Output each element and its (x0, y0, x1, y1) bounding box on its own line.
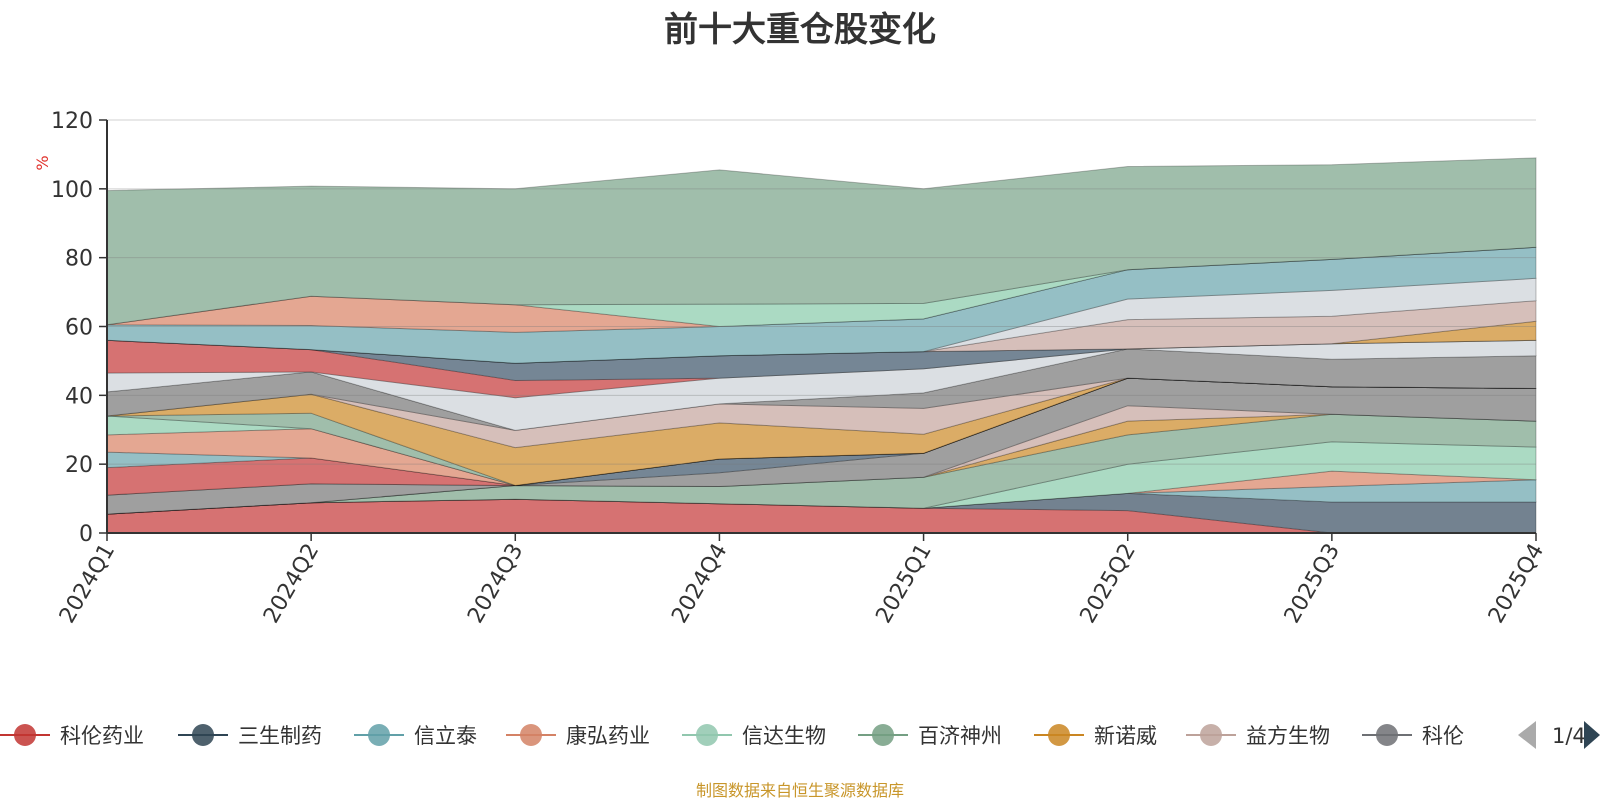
x-tick-label: 2025Q2 (1076, 540, 1141, 628)
x-tick-label: 2025Q3 (1280, 540, 1345, 628)
y-axis-unit-label: % (33, 155, 52, 170)
legend-marker (192, 724, 214, 746)
legend-label: 三生制药 (238, 724, 322, 748)
legend-label: 康弘药业 (566, 724, 650, 748)
legend-label: 百济神州 (918, 724, 1002, 748)
x-tick-label: 2024Q2 (259, 540, 324, 628)
area-series-17 (106, 348, 1537, 431)
legend-marker (696, 724, 718, 746)
legend-label: 信立泰 (414, 724, 477, 748)
y-tick-label: 0 (79, 522, 93, 547)
y-tick-label: 60 (65, 316, 93, 341)
legend-item[interactable]: 信达生物 (682, 724, 826, 748)
legend: 科伦药业 三生制药 信立泰 康弘药业 信达生物 百济神州 新诺威 益方生物 科伦 1/4 (0, 721, 1600, 749)
area-series-1 (106, 492, 1537, 534)
x-tick-label: 2024Q4 (667, 540, 732, 628)
y-tick-label: 80 (65, 247, 93, 272)
legend-marker (368, 724, 390, 746)
legend-marker (872, 724, 894, 746)
area-series-5 (106, 413, 1537, 515)
y-tick-label: 40 (65, 384, 93, 409)
legend-item[interactable]: 科伦药业 (0, 724, 144, 748)
x-tick-label: 2025Q1 (871, 540, 936, 628)
legend-label: 科伦 (1422, 724, 1464, 748)
legend-marker (1200, 724, 1222, 746)
legend-item[interactable]: 三生制药 (178, 724, 322, 748)
legend-item[interactable]: 益方生物 (1186, 724, 1330, 748)
legend-marker (1048, 724, 1070, 746)
area-series-group (106, 157, 1537, 534)
x-tick-label: 2024Q1 (55, 540, 120, 628)
legend-prev-arrow-icon[interactable] (1518, 721, 1536, 749)
legend-marker (520, 724, 542, 746)
y-tick-label: 120 (51, 109, 93, 134)
area-series-2 (106, 479, 1537, 515)
legend-item[interactable]: 康弘药业 (506, 724, 650, 748)
legend-label: 信达生物 (742, 724, 826, 748)
legend-next-arrow-icon[interactable] (1584, 721, 1600, 749)
legend-item[interactable]: 科伦 (1362, 724, 1464, 748)
area-series-27 (106, 157, 1537, 326)
x-tick-label: 2024Q3 (463, 540, 528, 628)
area-series-4 (106, 441, 1537, 515)
legend-item[interactable]: 信立泰 (354, 724, 477, 748)
y-tick-label: 20 (65, 453, 93, 478)
source-note: 制图数据来自恒生聚源数据库 (695, 781, 904, 800)
x-tick-label: 2025Q4 (1484, 540, 1549, 628)
legend-label: 新诺威 (1094, 724, 1157, 748)
legend-page-indicator: 1/4 (1552, 724, 1586, 748)
legend-marker (14, 724, 36, 746)
chart-title: 前十大重仓股变化 (664, 10, 936, 50)
legend-label: 益方生物 (1246, 724, 1330, 748)
legend-label: 科伦药业 (60, 724, 144, 748)
legend-marker (1376, 724, 1398, 746)
legend-item[interactable]: 百济神州 (858, 724, 1002, 748)
area-series-24 (106, 246, 1537, 364)
y-tick-label: 100 (51, 178, 93, 203)
gridlines (107, 119, 1536, 465)
legend-item[interactable]: 新诺威 (1034, 724, 1157, 748)
